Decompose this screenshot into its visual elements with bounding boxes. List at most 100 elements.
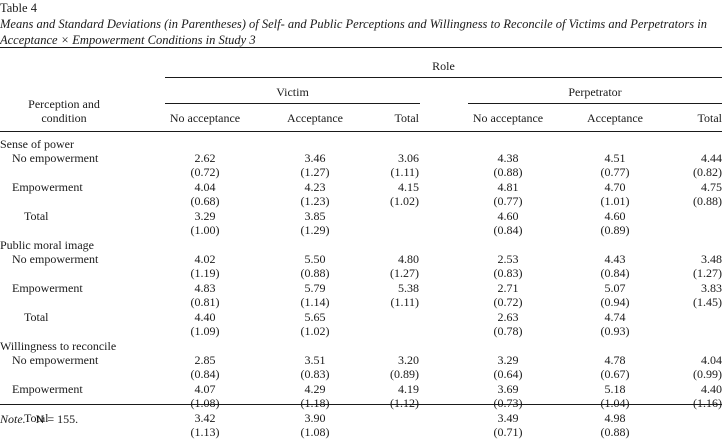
- cell-sd: (0.84): [600, 266, 630, 280]
- cell-mean: 4.74: [604, 310, 626, 324]
- cell-sd: (1.09): [190, 324, 220, 338]
- cell-sd: (0.99): [693, 367, 722, 381]
- group-header-perpetrator: Perpetrator: [568, 85, 622, 99]
- cell-sd: (1.02): [300, 324, 330, 338]
- cell-sd: (1.11): [390, 295, 419, 309]
- cell-sd: (1.27): [300, 165, 330, 179]
- row-label: Empowerment: [12, 281, 83, 295]
- section-title: Sense of power: [0, 137, 74, 151]
- cell-sd: (0.84): [190, 367, 220, 381]
- cell-sd: (0.71): [493, 425, 523, 439]
- cell-sd: (0.89): [390, 367, 419, 381]
- cell-sd: (0.77): [493, 194, 523, 208]
- cell-mean: 2.53: [497, 252, 519, 266]
- cell-mean: 5.38: [398, 281, 419, 295]
- cell-mean: 4.44: [701, 151, 722, 165]
- header-rule: [0, 131, 722, 132]
- cell-mean: 4.43: [604, 252, 626, 266]
- cell-mean: 4.78: [604, 353, 626, 367]
- cell-mean: 2.71: [497, 281, 519, 295]
- cell-sd: (0.82): [693, 165, 722, 179]
- cell-mean: 4.04: [194, 180, 216, 194]
- cell-mean: 4.15: [398, 180, 419, 194]
- bottom-rule: [0, 404, 722, 406]
- cell-mean: 3.90: [304, 411, 326, 425]
- cell-sd: (1.16): [693, 396, 722, 410]
- cell-sd: (0.78): [493, 324, 523, 338]
- cell-mean: 4.98: [604, 411, 626, 425]
- note-label: Note.: [0, 412, 26, 426]
- cell-mean: 2.85: [194, 353, 216, 367]
- row-label: No empowerment: [12, 353, 99, 367]
- cell-mean: 4.19: [398, 382, 419, 396]
- cell-mean: 4.75: [701, 180, 722, 194]
- note-text: N = 155.: [35, 412, 79, 426]
- cell-sd: (1.11): [390, 165, 419, 179]
- cell-mean: 3.49: [497, 411, 519, 425]
- cell-mean: 4.02: [194, 252, 216, 266]
- column-header: Acceptance: [587, 111, 643, 125]
- cell-mean: 4.07: [194, 382, 216, 396]
- cell-sd: (1.01): [600, 194, 630, 208]
- table-note: Note. N = 155.: [0, 412, 78, 426]
- perpetrator-rule: [468, 103, 722, 104]
- cell-sd: (1.19): [190, 266, 220, 280]
- victim-rule: [165, 103, 420, 104]
- cell-sd: (0.89): [600, 223, 630, 237]
- cell-mean: 3.83: [701, 281, 722, 295]
- cell-mean: 4.40: [194, 310, 216, 324]
- row-label: Total: [24, 209, 49, 223]
- row-label: Total: [24, 310, 49, 324]
- cell-mean: 3.85: [304, 209, 326, 223]
- cell-sd: (0.81): [190, 295, 220, 309]
- cell-sd: (1.08): [300, 425, 330, 439]
- table-caption: Table 4 Means and Standard Deviations (i…: [0, 0, 722, 48]
- cell-sd: (1.13): [190, 425, 220, 439]
- cell-sd: (0.67): [600, 367, 630, 381]
- column-header: No acceptance: [472, 111, 544, 125]
- row-label: Empowerment: [12, 382, 83, 396]
- row-label: No empowerment: [12, 252, 99, 266]
- cell-sd: (1.12): [390, 396, 419, 410]
- cell-mean: 4.70: [604, 180, 626, 194]
- cell-mean: 4.80: [398, 252, 419, 266]
- row-label: Empowerment: [12, 180, 83, 194]
- column-header: No acceptance: [169, 111, 241, 125]
- column-header: Total: [394, 111, 420, 125]
- cell-sd: (1.08): [190, 396, 220, 410]
- group-header-victim: Victim: [276, 85, 309, 99]
- cell-sd: (0.88): [493, 165, 523, 179]
- cell-sd: (1.45): [693, 295, 722, 309]
- stub-header: Perception and: [28, 97, 100, 111]
- cell-sd: (0.72): [493, 295, 523, 309]
- cell-sd: (1.02): [390, 194, 419, 208]
- cell-sd: (0.93): [600, 324, 630, 338]
- cell-mean: 4.83: [194, 281, 216, 295]
- cell-sd: (0.88): [300, 266, 330, 280]
- table-title: Means and Standard Deviations (in Parent…: [0, 17, 707, 47]
- table-number: Table 4: [0, 1, 37, 15]
- cell-mean: 4.04: [701, 353, 722, 367]
- cell-sd: (1.27): [390, 266, 419, 280]
- cell-sd: (0.68): [190, 194, 220, 208]
- cell-mean: 4.23: [304, 180, 326, 194]
- cell-mean: 3.06: [398, 151, 419, 165]
- column-header: Acceptance: [287, 111, 343, 125]
- section-title: Public moral image: [0, 238, 94, 252]
- role-header: Role: [432, 59, 455, 73]
- column-header: Total: [697, 111, 722, 125]
- cell-mean: 4.40: [701, 382, 722, 396]
- cell-sd: (0.72): [190, 165, 220, 179]
- cell-mean: 4.51: [604, 151, 626, 165]
- cell-sd: (0.88): [600, 425, 630, 439]
- row-label: Total: [24, 411, 49, 425]
- cell-mean: 3.69: [497, 382, 519, 396]
- cell-sd: (1.00): [190, 223, 220, 237]
- cell-sd: (1.23): [300, 194, 330, 208]
- row-label: No empowerment: [12, 151, 99, 165]
- section-title: Willingness to reconcile: [0, 339, 117, 353]
- cell-sd: (0.88): [693, 194, 722, 208]
- cell-sd: (0.94): [600, 295, 630, 309]
- role-rule: [165, 77, 722, 78]
- top-rule: [0, 47, 722, 49]
